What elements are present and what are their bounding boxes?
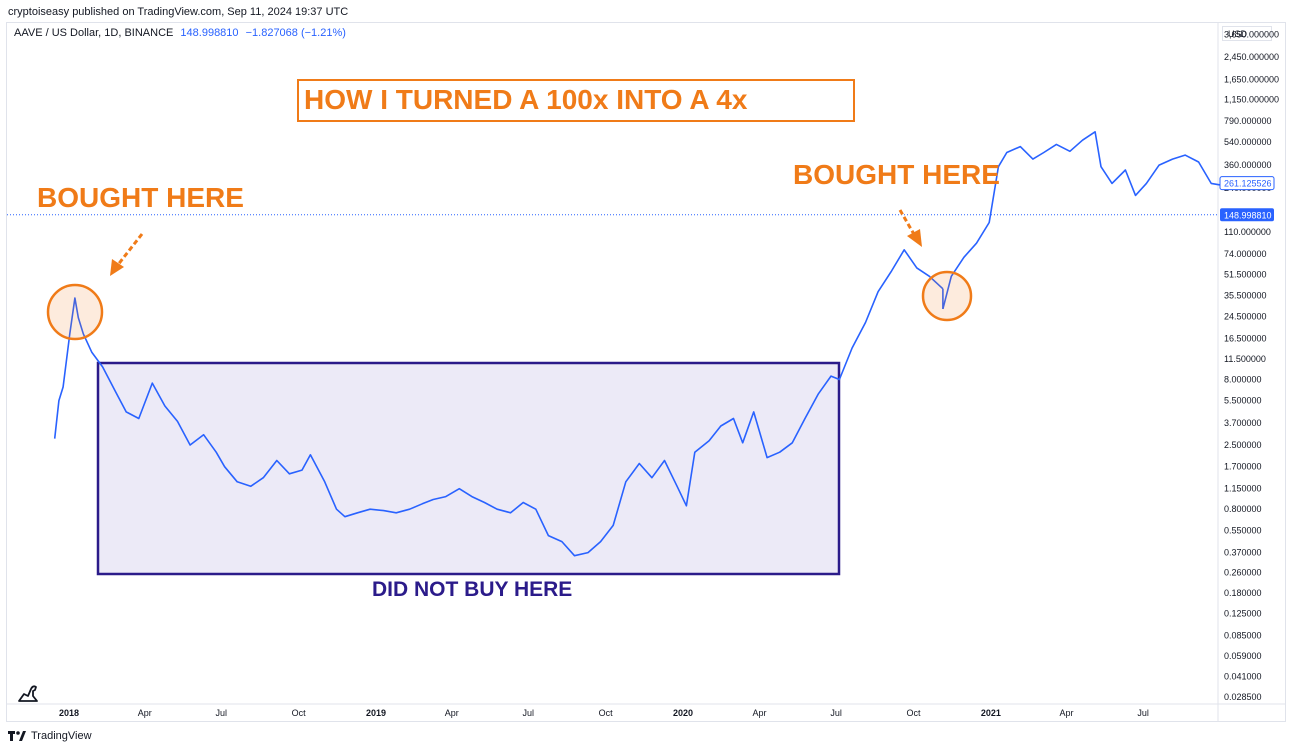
annotation-did-not-buy: DID NOT BUY HERE	[372, 578, 573, 601]
x-tick-label: Oct	[599, 708, 614, 718]
y-tick-label: 11.500000	[1224, 354, 1266, 364]
arrow-left	[110, 233, 144, 276]
y-tick-label: 16.500000	[1224, 334, 1267, 344]
symbol-name: AAVE / US Dollar, 1D, BINANCE	[14, 27, 174, 39]
footer: TradingView	[8, 730, 92, 742]
title-box	[297, 79, 855, 122]
price-axis[interactable]: 3,650.000000 2,450.000000 1,650.000000 1,15…	[1224, 30, 1279, 702]
y-tick-label: 3.700000	[1224, 418, 1262, 428]
y-tick-label: 1.150000	[1224, 484, 1262, 494]
y-tick-label: 5.500000	[1224, 396, 1262, 406]
x-tick-label: Apr	[753, 708, 767, 718]
tradingview-logo-icon	[8, 731, 26, 741]
x-tick-label: Jul	[830, 708, 842, 718]
annotation-bought-left: BOUGHT HERE	[37, 182, 244, 213]
annotation-bought-right: BOUGHT HERE	[793, 159, 1000, 190]
x-tick-label: 2020	[673, 708, 693, 718]
y-tick-label: 24.500000	[1224, 311, 1267, 321]
highlight-circle-left	[46, 283, 104, 341]
y-tick-label: 2.500000	[1224, 440, 1262, 450]
price-labels: 261.125526 148.998810	[1219, 176, 1275, 222]
y-tick-label: 0.085000	[1224, 630, 1262, 640]
y-tick-label: 0.125000	[1224, 609, 1262, 619]
y-tick-label: 8.000000	[1224, 374, 1262, 384]
dino-icon[interactable]	[16, 682, 40, 704]
time-axis[interactable]: 2018 Apr Jul Oct 2019 Apr Jul Oct 2020 Apr Jul Oct 2…	[59, 708, 1149, 718]
x-tick-label: 2021	[981, 708, 1001, 718]
price-label-text: 148.998810	[1224, 210, 1272, 220]
annotation-title: HOW I TURNED A 100x INTO A 4x	[304, 84, 748, 115]
x-tick-label: Jul	[1137, 708, 1149, 718]
x-tick-label: 2018	[59, 708, 79, 718]
series-layer	[53, 131, 1233, 557]
x-tick-label: Jul	[215, 708, 227, 718]
y-tick-label: 0.028500	[1224, 692, 1262, 702]
x-tick-label: 2019	[366, 708, 386, 718]
chart-frame	[6, 22, 1286, 722]
y-tick-label: 110.000000	[1224, 227, 1271, 237]
y-tick-label: 1,150.000000	[1224, 95, 1279, 105]
symbol-legend: AAVE / US Dollar, 1D, BINANCE 148.998810…	[14, 27, 346, 39]
y-tick-label: 0.180000	[1224, 588, 1262, 598]
y-tick-label: 0.370000	[1224, 548, 1262, 558]
arrow-right	[898, 209, 922, 247]
x-tick-label: Oct	[906, 708, 921, 718]
y-tick-label: 0.059000	[1224, 651, 1262, 661]
y-tick-label: 0.550000	[1224, 525, 1262, 535]
x-tick-label: Jul	[522, 708, 534, 718]
y-tick-label: 0.041000	[1224, 672, 1262, 682]
y-tick-label: 1.700000	[1224, 462, 1262, 472]
currency-selector[interactable]: USD	[1222, 26, 1272, 41]
publisher-line: cryptoiseasy published on TradingView.co…	[8, 6, 349, 18]
did-not-buy-box	[96, 361, 841, 576]
price-label-box	[1220, 208, 1274, 222]
last-price: 148.998810	[180, 27, 239, 39]
price-axis-separator	[7, 23, 1285, 721]
x-tick-label: Apr	[445, 708, 459, 718]
x-tick-label: Apr	[1060, 708, 1074, 718]
y-tick-label: 51.500000	[1224, 270, 1267, 280]
y-tick-label: 74.000000	[1224, 249, 1267, 259]
y-tick-label: 0.800000	[1224, 504, 1262, 514]
y-tick-label: 0.260000	[1224, 567, 1262, 577]
y-tick-label: 35.500000	[1224, 291, 1267, 301]
price-label-box	[1219, 176, 1275, 191]
footer-brand[interactable]: TradingView	[31, 730, 92, 742]
price-change: −1.827068 (−1.21%)	[245, 27, 346, 39]
y-tick-label: 360.000000	[1224, 160, 1272, 170]
y-tick-label: 1,650.000000	[1224, 74, 1279, 84]
y-tick-label: 2,450.000000	[1224, 52, 1279, 62]
y-tick-label: 3,650.000000	[1224, 30, 1279, 40]
series-line-segment	[53, 249, 944, 557]
series-line-segment	[942, 131, 1233, 310]
highlight-circle-right	[921, 270, 973, 322]
x-tick-label: Oct	[292, 708, 307, 718]
y-tick-label: 540.000000	[1224, 137, 1272, 147]
price-label-text: 261.125526	[1224, 179, 1272, 189]
x-tick-label: Apr	[138, 708, 152, 718]
y-tick-label: 790.000000	[1224, 116, 1272, 126]
